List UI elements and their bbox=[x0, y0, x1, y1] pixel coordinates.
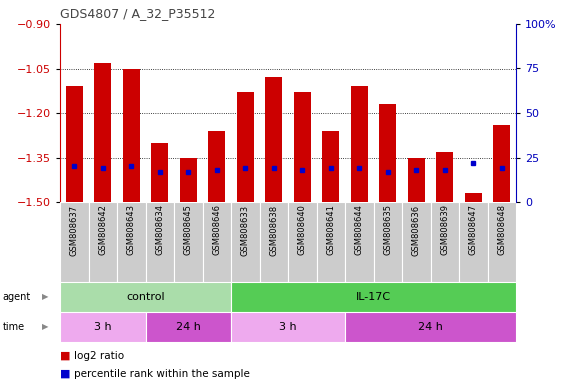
Bar bbox=[174, 202, 203, 282]
Bar bbox=[465, 193, 482, 202]
Text: GSM808640: GSM808640 bbox=[297, 204, 307, 255]
Bar bbox=[436, 152, 453, 202]
Text: GSM808646: GSM808646 bbox=[212, 204, 221, 255]
Bar bbox=[316, 202, 345, 282]
Text: agent: agent bbox=[3, 292, 31, 302]
Bar bbox=[402, 202, 431, 282]
Bar bbox=[237, 92, 254, 202]
Text: GSM808647: GSM808647 bbox=[469, 204, 478, 255]
Bar bbox=[345, 312, 516, 342]
Bar bbox=[66, 86, 83, 202]
Bar bbox=[493, 125, 510, 202]
Text: GSM808645: GSM808645 bbox=[184, 204, 193, 255]
Text: GSM808643: GSM808643 bbox=[127, 204, 136, 255]
Bar bbox=[203, 202, 231, 282]
Bar bbox=[231, 282, 516, 312]
Bar bbox=[293, 92, 311, 202]
Text: GSM808636: GSM808636 bbox=[412, 204, 421, 255]
Bar bbox=[259, 202, 288, 282]
Bar bbox=[345, 202, 373, 282]
Text: GSM808644: GSM808644 bbox=[355, 204, 364, 255]
Text: IL-17C: IL-17C bbox=[356, 292, 391, 302]
Bar bbox=[351, 86, 368, 202]
Bar bbox=[146, 312, 231, 342]
Bar bbox=[322, 131, 339, 202]
Text: GSM808634: GSM808634 bbox=[155, 204, 164, 255]
Bar bbox=[146, 202, 174, 282]
Bar bbox=[231, 202, 259, 282]
Text: ■: ■ bbox=[60, 369, 70, 379]
Text: ▶: ▶ bbox=[42, 323, 49, 331]
Bar bbox=[94, 63, 111, 202]
Bar bbox=[60, 282, 231, 312]
Bar bbox=[151, 143, 168, 202]
Text: 3 h: 3 h bbox=[279, 322, 297, 332]
Bar bbox=[60, 312, 146, 342]
Text: GSM808635: GSM808635 bbox=[383, 204, 392, 255]
Text: GSM808638: GSM808638 bbox=[270, 204, 278, 255]
Bar bbox=[208, 131, 226, 202]
Bar bbox=[431, 202, 459, 282]
Text: 24 h: 24 h bbox=[176, 322, 200, 332]
Text: ■: ■ bbox=[60, 351, 70, 361]
Bar bbox=[117, 202, 146, 282]
Bar bbox=[89, 202, 117, 282]
Bar bbox=[459, 202, 488, 282]
Text: GSM808639: GSM808639 bbox=[440, 204, 449, 255]
Text: GSM808637: GSM808637 bbox=[70, 204, 79, 255]
Bar bbox=[180, 157, 197, 202]
Bar bbox=[488, 202, 516, 282]
Bar bbox=[60, 202, 89, 282]
Bar bbox=[408, 157, 425, 202]
Text: control: control bbox=[126, 292, 165, 302]
Bar bbox=[123, 68, 140, 202]
Text: 24 h: 24 h bbox=[418, 322, 443, 332]
Text: GSM808648: GSM808648 bbox=[497, 204, 506, 255]
Text: GSM808633: GSM808633 bbox=[241, 204, 250, 255]
Text: GSM808642: GSM808642 bbox=[98, 204, 107, 255]
Text: GDS4807 / A_32_P35512: GDS4807 / A_32_P35512 bbox=[60, 7, 215, 20]
Bar bbox=[379, 104, 396, 202]
Text: GSM808641: GSM808641 bbox=[326, 204, 335, 255]
Text: percentile rank within the sample: percentile rank within the sample bbox=[74, 369, 250, 379]
Text: 3 h: 3 h bbox=[94, 322, 111, 332]
Bar bbox=[288, 202, 316, 282]
Text: ▶: ▶ bbox=[42, 293, 49, 301]
Bar bbox=[265, 78, 282, 202]
Text: time: time bbox=[3, 322, 25, 332]
Text: log2 ratio: log2 ratio bbox=[74, 351, 124, 361]
Bar bbox=[231, 312, 345, 342]
Bar bbox=[373, 202, 402, 282]
